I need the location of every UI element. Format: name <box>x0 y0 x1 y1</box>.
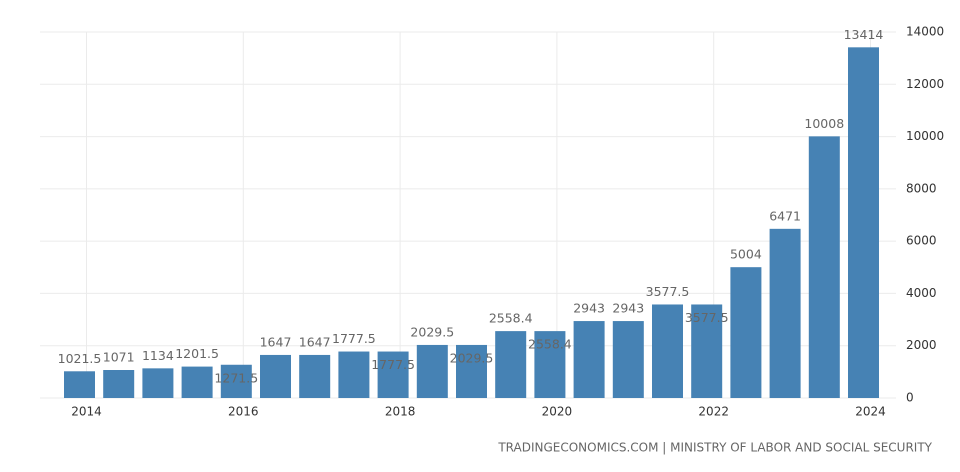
bar <box>573 321 605 398</box>
bar <box>220 364 252 398</box>
value-label: 2558.4 <box>528 337 572 352</box>
y-tick-label: 10000 <box>906 129 944 143</box>
value-label: 1777.5 <box>371 357 415 372</box>
bar <box>142 368 174 398</box>
source: TRADINGECONOMICS.COM | MINISTRY OF LABOR… <box>497 441 932 455</box>
bar <box>416 344 448 398</box>
x-tick-label: 2020 <box>542 405 573 419</box>
y-tick-label: 8000 <box>906 181 937 195</box>
y-tick-label: 12000 <box>906 77 944 91</box>
value-label: 1201.5 <box>175 346 219 361</box>
bar <box>848 47 879 399</box>
bar <box>769 228 801 398</box>
y-tick-label: 4000 <box>906 286 937 300</box>
x-tick-label: 2018 <box>385 405 416 419</box>
value-label: 2029.5 <box>410 324 454 339</box>
value-label: 1777.5 <box>332 331 376 346</box>
value-label: 1071 <box>103 350 135 365</box>
x-tick-label: 2024 <box>855 405 886 419</box>
y-tick-label: 14000 <box>906 25 944 39</box>
bar <box>730 267 762 398</box>
value-label: 5004 <box>730 247 762 262</box>
bar <box>652 304 683 398</box>
bar <box>808 136 840 398</box>
value-label: 2943 <box>573 301 605 316</box>
bar <box>103 370 135 398</box>
x-tick-label: 2022 <box>698 405 729 419</box>
value-label: 1134 <box>142 348 174 363</box>
bar <box>495 331 527 398</box>
value-label: 2558.4 <box>489 311 533 326</box>
bar <box>260 354 291 398</box>
value-label: 3577.5 <box>685 310 729 325</box>
x-tick-label: 2016 <box>228 405 259 419</box>
bar <box>299 354 331 398</box>
bar <box>691 304 723 398</box>
y-tick-label: 0 <box>906 391 914 405</box>
value-label: 1647 <box>299 334 331 349</box>
bar <box>181 366 213 398</box>
value-label: 1021.5 <box>58 351 102 366</box>
value-label: 10008 <box>804 116 844 131</box>
bar <box>456 344 487 398</box>
value-label: 1647 <box>260 334 292 349</box>
bar <box>377 351 409 398</box>
value-label: 2943 <box>612 301 644 316</box>
value-label: 6471 <box>769 208 801 223</box>
value-label: 3577.5 <box>646 284 690 299</box>
value-label: 2029.5 <box>450 350 494 365</box>
value-label: 13414 <box>844 27 884 42</box>
bar <box>612 321 644 398</box>
bar <box>64 371 95 398</box>
bar <box>534 331 566 398</box>
bar <box>338 351 370 398</box>
value-label: 1271.5 <box>214 370 258 385</box>
y-tick-label: 2000 <box>906 338 937 352</box>
x-tick-label: 2014 <box>71 405 102 419</box>
y-tick-label: 6000 <box>906 234 937 248</box>
